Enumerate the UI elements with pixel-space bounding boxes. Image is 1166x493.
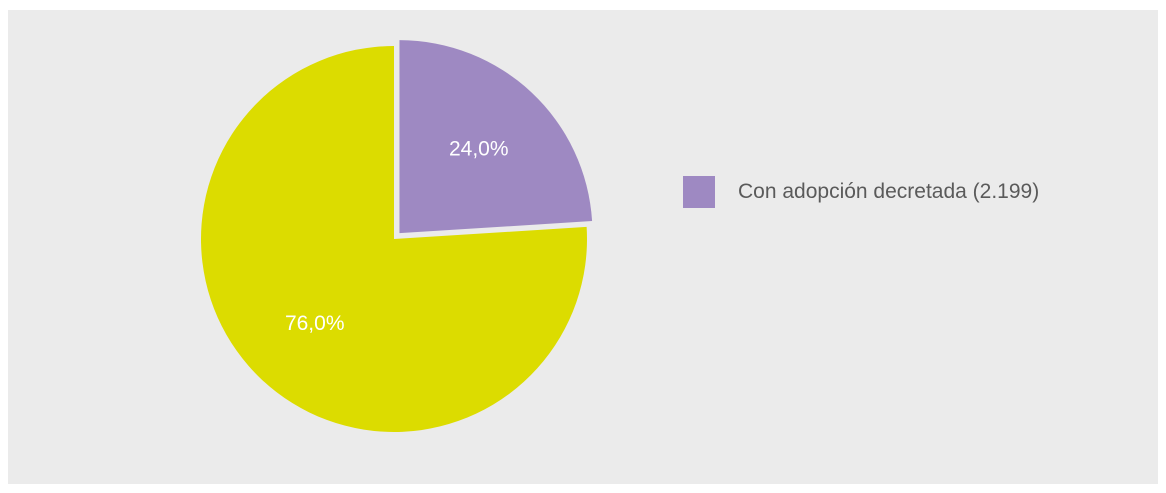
pie-slice-1 [200,46,588,432]
legend: Con adopción decretada (2.199) [683,176,1039,208]
legend-swatch [683,176,715,208]
slice-value-label-0: 24,0% [449,137,509,160]
legend-label: Con adopción decretada (2.199) [738,180,1040,203]
pie-slice-0 [399,40,593,234]
slice-value-label-1: 76,0% [285,312,345,335]
